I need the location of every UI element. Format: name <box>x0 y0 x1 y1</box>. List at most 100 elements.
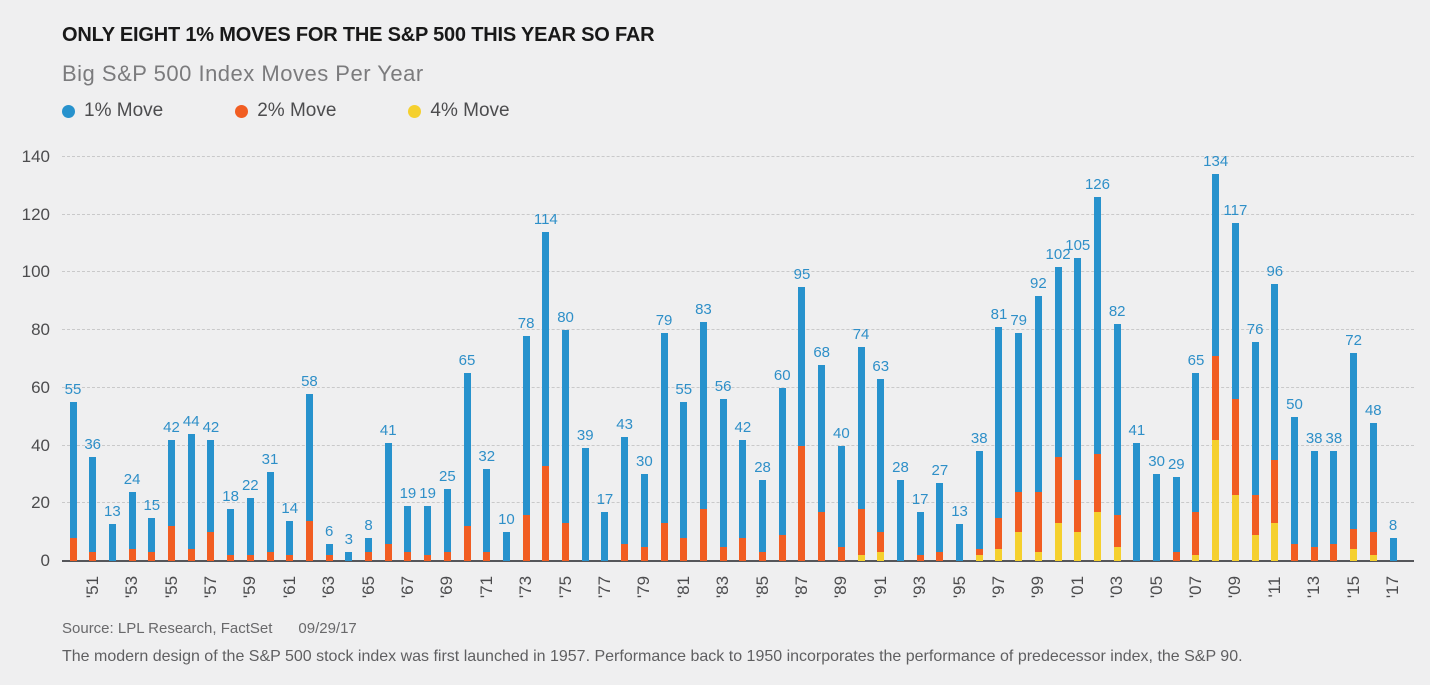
value-label-1995: 13 <box>951 502 968 520</box>
bar-segment-4pct <box>1093 511 1101 561</box>
bar-1973 <box>522 335 530 561</box>
bar-1996 <box>975 451 983 561</box>
bar-segment-1pct <box>759 480 767 553</box>
bar-1977 <box>601 511 609 561</box>
bar-segment-1pct <box>1093 197 1101 455</box>
bar-1965 <box>365 537 373 561</box>
bar-1953 <box>128 491 136 561</box>
bar-1984 <box>739 439 747 561</box>
bar-1956 <box>187 434 195 561</box>
y-tick-label-20: 20 <box>31 493 50 513</box>
bar-segment-2pct <box>1212 356 1220 440</box>
value-label-1997: 81 <box>990 306 1008 324</box>
bar-segment-2pct <box>187 549 195 561</box>
bar-segment-2pct <box>759 552 767 561</box>
bar-segment-2pct <box>818 511 826 561</box>
value-label-1965: 8 <box>364 516 373 534</box>
bar-2016 <box>1369 422 1377 561</box>
value-label-2000: 102 <box>1045 245 1071 263</box>
bar-segment-2pct <box>1231 399 1239 495</box>
bar-1981 <box>680 402 688 561</box>
legend-item-4pct: 4% Move <box>408 100 510 122</box>
bar-segment-1pct <box>995 327 1003 518</box>
bar-segment-4pct <box>1054 523 1062 561</box>
bar-1985 <box>759 480 767 561</box>
bar-segment-1pct <box>227 509 235 556</box>
bar-segment-1pct <box>128 491 136 550</box>
bar-1975 <box>562 330 570 561</box>
bar-segment-1pct <box>384 442 392 544</box>
bar-2010 <box>1251 341 1259 561</box>
bar-segment-2pct <box>975 549 983 556</box>
bar-segment-1pct <box>837 445 845 547</box>
bar-segment-1pct <box>89 457 97 553</box>
legend-item-1pct: 1% Move <box>62 100 163 122</box>
bar-segment-1pct <box>1034 295 1042 492</box>
y-tick-label-40: 40 <box>31 435 50 455</box>
bar-1970 <box>463 373 471 561</box>
bar-1993 <box>916 511 924 561</box>
y-tick-label-140: 140 <box>21 147 50 166</box>
bar-segment-1pct <box>463 373 471 527</box>
x-tick-label-2005: '05 <box>1146 575 1166 599</box>
x-tick-label-1959: '59 <box>240 575 260 599</box>
value-label-2009: 117 <box>1223 202 1248 220</box>
bar-segment-2pct <box>1054 457 1062 524</box>
bar-segment-2pct <box>1113 514 1121 547</box>
bar-segment-1pct <box>680 402 688 538</box>
x-axis-line <box>62 560 1414 562</box>
value-label-1950: 55 <box>64 381 82 399</box>
bar-segment-2pct <box>148 552 156 561</box>
bar-segment-1pct <box>325 543 333 556</box>
bar-segment-2pct <box>128 549 136 561</box>
bar-1962 <box>305 393 313 561</box>
value-label-1993: 17 <box>911 490 929 508</box>
bar-2003 <box>1113 324 1121 561</box>
value-label-1985: 28 <box>754 459 771 477</box>
x-tick-label-2003: '03 <box>1107 575 1127 599</box>
bar-segment-1pct <box>936 483 944 553</box>
bar-segment-2pct <box>325 555 333 561</box>
bar-segment-2pct <box>1015 491 1023 533</box>
bar-segment-1pct <box>266 471 274 553</box>
x-tick-label-1973: '73 <box>516 575 536 599</box>
bar-segment-4pct <box>877 552 885 561</box>
x-tick-label-2015: '15 <box>1343 575 1363 599</box>
bar-segment-2pct <box>1093 454 1101 512</box>
bar-1951 <box>89 457 97 561</box>
x-tick-label-1953: '53 <box>122 575 142 599</box>
legend-label-2pct: 2% Move <box>257 100 337 121</box>
bar-2005 <box>1153 474 1161 561</box>
bar-1990 <box>857 347 865 561</box>
bar-segment-2pct <box>739 537 747 561</box>
value-label-1984: 42 <box>734 418 752 436</box>
bar-segment-2pct <box>1192 511 1200 556</box>
bar-segment-1pct <box>1350 353 1358 530</box>
chart-legend: 1% Move 2% Move 4% Move <box>62 100 582 122</box>
x-tick-label-1967: '67 <box>397 575 417 599</box>
gridline-140 <box>62 156 1414 157</box>
x-tick-label-2011: '11 <box>1264 576 1284 598</box>
x-tick-label-1987: '87 <box>791 575 811 599</box>
x-tick-label-1971: '71 <box>476 575 496 599</box>
bar-1967 <box>404 506 412 561</box>
bar-segment-1pct <box>562 330 570 524</box>
value-label-1957: 42 <box>202 418 220 436</box>
value-label-2002: 126 <box>1084 176 1110 194</box>
bar-segment-2pct <box>1310 546 1318 561</box>
bar-segment-4pct <box>1350 549 1358 561</box>
value-label-2001: 105 <box>1065 237 1091 254</box>
bar-segment-1pct <box>1074 258 1082 481</box>
bar-1995 <box>956 523 964 561</box>
value-label-1976: 39 <box>576 427 594 445</box>
value-label-1981: 55 <box>675 381 693 399</box>
plot-area: 55 36 13 24 15 42 44 42 18 22 31 14 58 6 3 8 41 19 19 25 65 3… <box>62 153 1414 562</box>
value-label-1967: 19 <box>399 485 417 503</box>
value-label-1983: 56 <box>714 378 732 396</box>
value-label-1969: 25 <box>438 467 456 485</box>
bar-1969 <box>443 488 451 561</box>
bar-segment-2pct <box>1350 529 1358 550</box>
gridline-20 <box>62 502 1414 504</box>
value-label-2005: 30 <box>1148 453 1165 471</box>
x-tick-label-1951: '51 <box>82 575 102 599</box>
